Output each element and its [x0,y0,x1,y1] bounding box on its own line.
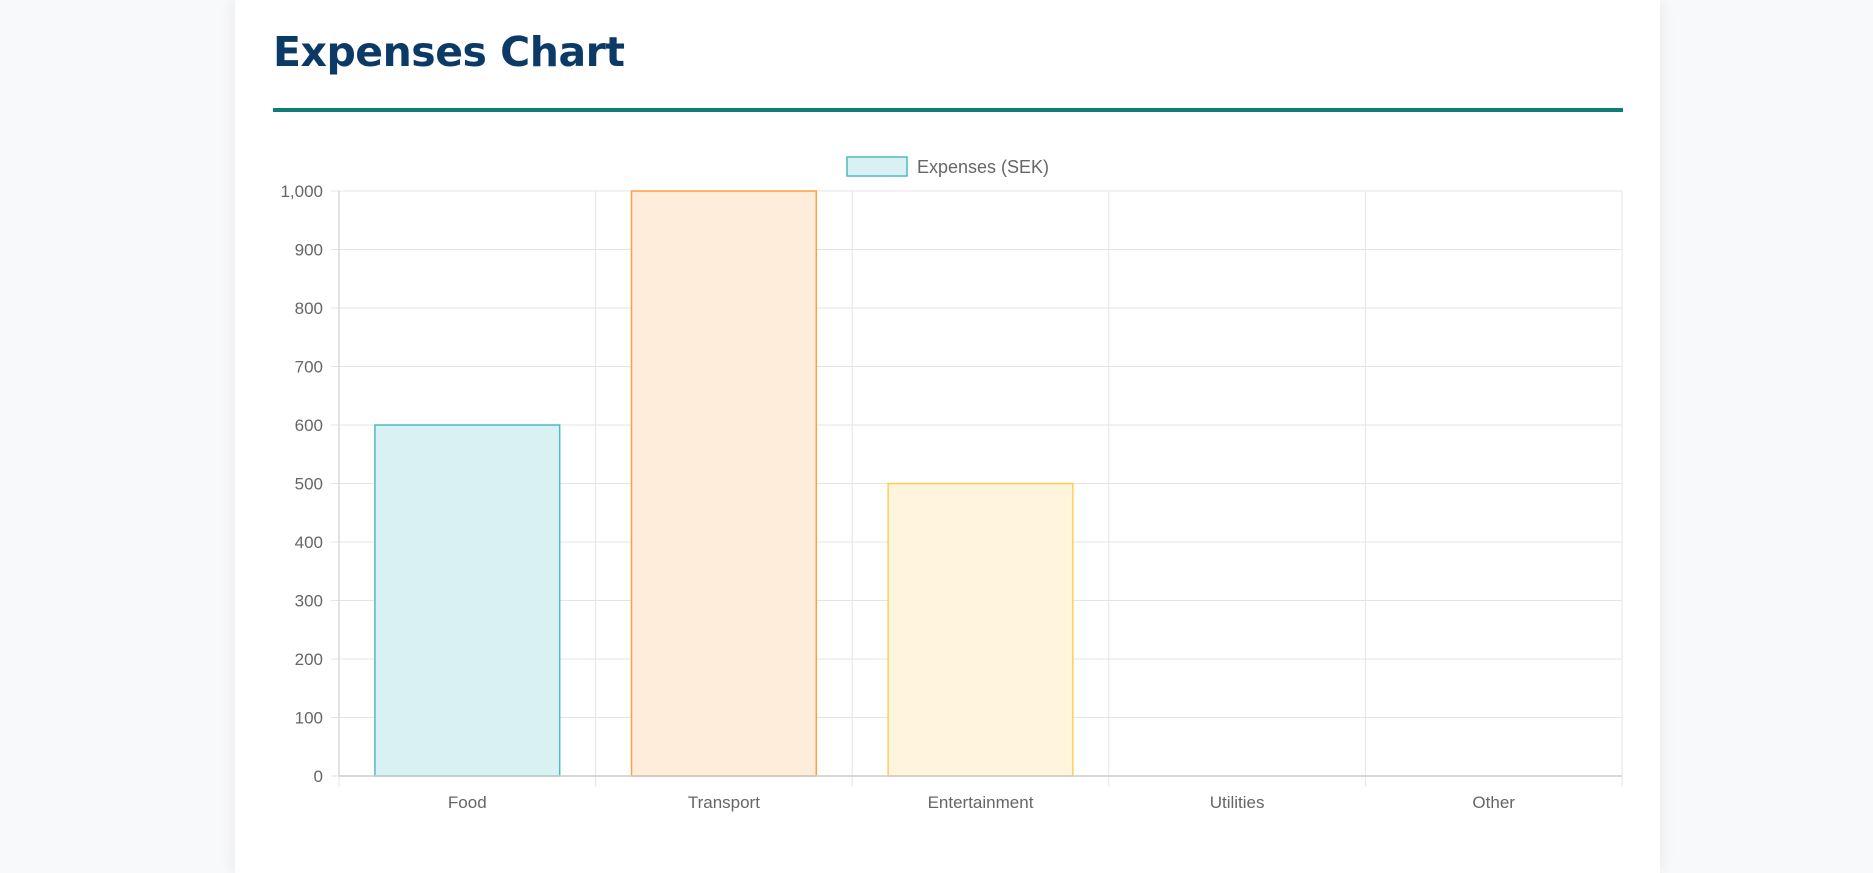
legend-swatch[interactable] [846,156,908,177]
x-tick-label: Transport [688,793,760,812]
y-tick-label: 500 [295,475,323,494]
y-tick-label: 0 [314,767,323,786]
x-tick-label: Other [1472,793,1515,812]
y-tick-label: 300 [295,592,323,611]
y-tick-label: 600 [295,416,323,435]
y-tick-label: 200 [295,650,323,669]
x-tick-label: Food [448,793,487,812]
y-tick-label: 800 [295,299,323,318]
x-tick-label: Utilities [1210,793,1265,812]
y-tick-label: 700 [295,358,323,377]
y-tick-label: 1,000 [280,182,323,201]
bar-entertainment[interactable] [887,482,1074,777]
chart-legend[interactable]: Expenses (SEK) [846,156,1049,177]
chart-axes: 0 100 200 300 400 500 600 700 800 900 1,000 Food Tra… [280,182,1622,812]
y-tick-label: 100 [295,709,323,728]
bar-food[interactable] [374,424,561,777]
x-tick-label: Entertainment [928,793,1034,812]
chart-bars [374,190,1074,777]
y-tick-label: 900 [295,241,323,260]
y-tick-label: 400 [295,533,323,552]
title-divider [273,108,1623,112]
legend-label[interactable]: Expenses (SEK) [917,157,1049,177]
page-title: Expenses Chart [273,28,625,76]
bar-transport[interactable] [630,190,818,777]
